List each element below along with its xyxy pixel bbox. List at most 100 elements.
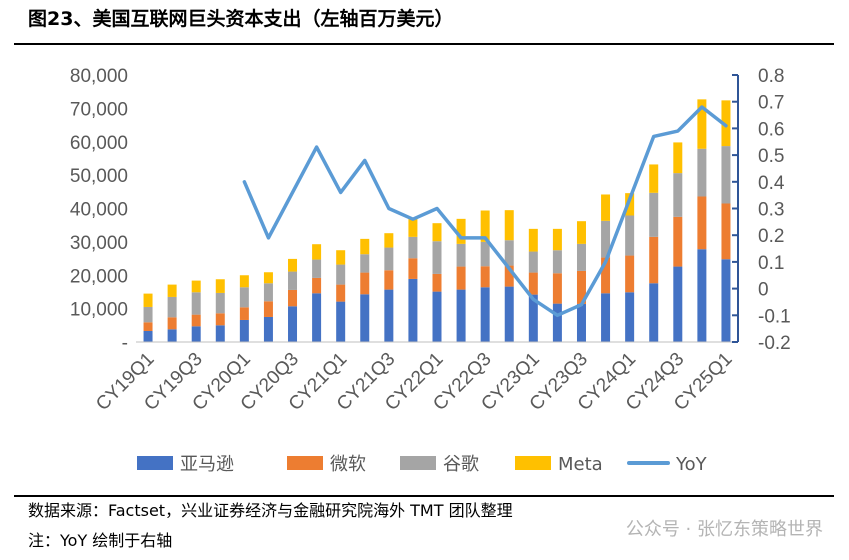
bar-segment-google	[288, 271, 298, 290]
bar-segment-google	[601, 220, 611, 258]
left-axis-tick-label: 20,000	[70, 266, 128, 287]
bar-segment-google	[673, 173, 683, 217]
bar-segment-microsoft	[697, 196, 707, 250]
bar-segment-microsoft	[408, 258, 418, 279]
bar-segment-google	[360, 254, 370, 273]
bar-segment-amazon	[143, 330, 153, 342]
left-axis-labels: - 10,000 20,000 30,000 40,000 50,000 60,000 70,…	[70, 66, 128, 354]
bar-segment-google	[312, 259, 322, 278]
bar-segment-amazon	[288, 306, 298, 342]
right-axis-tick-label: -0.2	[758, 333, 791, 354]
left-axis-tick-label: 30,000	[70, 233, 128, 254]
right-axis-tick-label: 0.5	[758, 146, 784, 167]
bar-segment-google	[552, 250, 562, 274]
bar-segment-meta	[336, 250, 346, 265]
bar-layer	[143, 99, 731, 342]
bar-segment-google	[625, 215, 635, 256]
bar-segment-meta	[649, 164, 659, 193]
bar-segment-google	[721, 146, 731, 204]
bar-segment-google	[167, 296, 177, 318]
top-rule	[14, 43, 834, 45]
left-axis-tick-label: -	[122, 333, 128, 354]
bar-segment-meta	[625, 193, 635, 216]
bar-segment-amazon	[528, 294, 538, 342]
bar-segment-amazon	[721, 259, 731, 342]
legend-label-meta: Meta	[558, 454, 603, 475]
bar-segment-meta	[360, 238, 370, 255]
bar-segment-google	[432, 241, 442, 274]
right-axis-tick-label: 0.4	[758, 173, 785, 194]
bar-segment-meta	[576, 221, 586, 244]
bar-segment-microsoft	[625, 255, 635, 293]
bar-segment-amazon	[552, 303, 562, 342]
bar-segment-google	[408, 236, 418, 259]
legend-label-google: 谷歌	[443, 454, 479, 475]
bar-segment-amazon	[239, 319, 249, 342]
bar-segment-google	[215, 292, 225, 314]
bar-segment-microsoft	[673, 216, 683, 267]
legend-label-amazon: 亚马逊	[180, 454, 234, 475]
legend-label-microsoft: 微软	[330, 454, 366, 475]
bar-segment-microsoft	[649, 236, 659, 284]
legend-swatch-amazon	[137, 456, 173, 470]
left-axis-tick-label: 60,000	[70, 133, 128, 154]
bar-segment-microsoft	[336, 284, 346, 302]
bar-segment-microsoft	[191, 314, 201, 327]
bar-segment-amazon	[673, 266, 683, 342]
x-axis-labels: CY19Q1CY19Q3CY20Q1CY20Q3CY21Q1CY21Q3CY22…	[92, 349, 736, 415]
bar-segment-amazon	[625, 292, 635, 342]
bar-segment-microsoft	[456, 266, 466, 290]
right-axis-tick-label: 0	[758, 280, 769, 301]
bar-segment-meta	[239, 275, 249, 288]
bar-segment-microsoft	[504, 265, 514, 287]
bar-segment-amazon	[191, 326, 201, 342]
bar-segment-meta	[673, 142, 683, 174]
bar-segment-amazon	[408, 278, 418, 342]
bar-segment-amazon	[384, 289, 394, 342]
bar-segment-amazon	[215, 325, 225, 342]
bar-segment-meta	[312, 244, 322, 260]
bottom-rule	[14, 495, 834, 497]
bar-segment-google	[263, 283, 273, 302]
bar-segment-google	[191, 292, 201, 315]
right-axis-tick-label: 0.7	[758, 93, 784, 114]
bar-segment-amazon	[167, 329, 177, 342]
bar-segment-meta	[504, 210, 514, 241]
right-axis-tick-label: 0.2	[758, 226, 784, 247]
bar-segment-google	[697, 148, 707, 197]
bar-segment-microsoft	[384, 270, 394, 290]
bar-segment-microsoft	[576, 270, 586, 304]
bar-segment-amazon	[576, 303, 586, 342]
bar-segment-microsoft	[360, 272, 370, 295]
bar-segment-google	[143, 306, 153, 323]
chart-title: 图23、美国互联网巨头资本支出（左轴百万美元）	[28, 8, 454, 30]
right-axis-labels: -0.2 -0.1 0 0.1 0.2 0.3 0.4 0.5 0.6 0.7 0.8	[758, 66, 791, 354]
bar-segment-microsoft	[480, 266, 490, 288]
yoy-line	[242, 105, 728, 318]
bar-segment-google	[336, 264, 346, 285]
bar-segment-amazon	[312, 293, 322, 342]
legend-swatch-meta	[515, 456, 551, 470]
bar-segment-microsoft	[601, 257, 611, 294]
bar-segment-amazon	[697, 249, 707, 342]
left-axis-tick-label: 40,000	[70, 200, 128, 221]
bar-segment-microsoft	[143, 322, 153, 331]
right-axis-tick-label: 0.8	[758, 66, 784, 87]
bar-segment-meta	[263, 272, 273, 284]
bar-segment-amazon	[360, 294, 370, 342]
axis-note: 注：YoY 绘制于右轴	[28, 531, 173, 550]
chart-canvas: - 10,000 20,000 30,000 40,000 50,000 60,000 70,…	[70, 66, 791, 475]
bar-segment-meta	[601, 194, 611, 221]
bar-segment-microsoft	[528, 272, 538, 295]
bar-segment-meta	[697, 99, 707, 149]
axes-layer	[136, 74, 739, 343]
right-axis-tick-label: -0.1	[758, 306, 791, 327]
bar-segment-amazon	[336, 301, 346, 342]
left-axis-tick-label: 70,000	[70, 99, 128, 120]
bar-segment-meta	[215, 279, 225, 293]
bar-segment-microsoft	[263, 301, 273, 317]
right-axis-tick-label: 0.3	[758, 200, 784, 221]
bar-segment-microsoft	[239, 307, 249, 320]
legend: 亚马逊 微软 谷歌 Meta YoY	[137, 454, 708, 475]
bar-segment-meta	[456, 218, 466, 244]
